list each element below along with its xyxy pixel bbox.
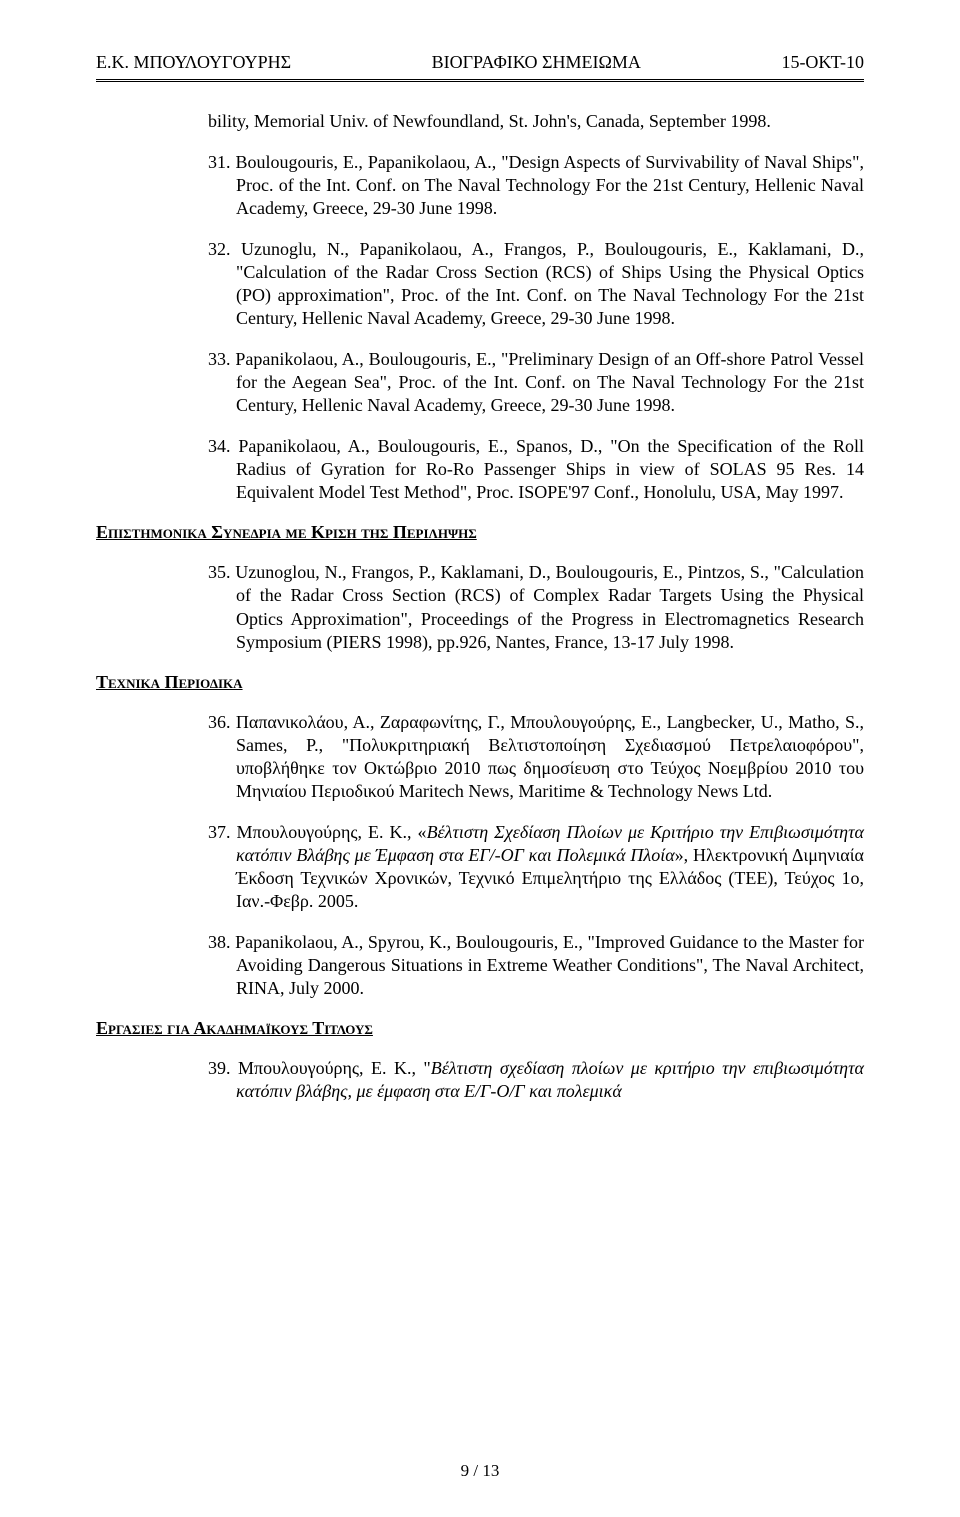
page-number: 9 / 13: [0, 1461, 960, 1481]
lead-fragment: bility, Memorial Univ. of Newfoundland, …: [208, 110, 864, 133]
body-content: bility, Memorial Univ. of Newfoundland, …: [96, 110, 864, 504]
ref37-pre: 37. Μπουλουγούρης, Ε. Κ., «: [208, 822, 427, 842]
page-header: Ε.Κ. ΜΠΟΥΛΟΥΓΟΥΡΗΣ ΒΙΟΓΡΑΦΙΚΟ ΣΗΜΕΙΩΜΑ 1…: [96, 52, 864, 73]
header-rule: [96, 79, 864, 82]
reference-36: 36. Παπανικολάου, Α., Ζαραφωνίτης, Γ., Μ…: [208, 711, 864, 803]
conferences-content: 35. Uzunoglou, N., Frangos, P., Kaklaman…: [96, 561, 864, 653]
reference-32: 32. Uzunoglu, N., Papanikolaou, A., Fran…: [208, 238, 864, 330]
page: Ε.Κ. ΜΠΟΥΛΟΥΓΟΥΡΗΣ ΒΙΟΓΡΑΦΙΚΟ ΣΗΜΕΙΩΜΑ 1…: [0, 0, 960, 1517]
section-conferences: Επιστημονικα Συνεδρια με Κριση της Περιλ…: [96, 522, 864, 543]
reference-38: 38. Papanikolaou, A., Spyrou, K., Boulou…: [208, 931, 864, 1000]
section-journals: Τεχνικα Περιοδικα: [96, 672, 864, 693]
reference-35: 35. Uzunoglou, N., Frangos, P., Kaklaman…: [208, 561, 864, 653]
ref39-pre: 39. Μπουλουγούρης, Ε. Κ., ": [208, 1058, 431, 1078]
reference-34: 34. Papanikolaou, A., Boulougouris, E., …: [208, 435, 864, 504]
reference-39: 39. Μπουλουγούρης, Ε. Κ., "Βέλτιστη σχεδ…: [208, 1057, 864, 1103]
reference-37: 37. Μπουλουγούρης, Ε. Κ., «Βέλτιστη Σχεδ…: [208, 821, 864, 913]
header-right: 15-ΟΚΤ-10: [781, 52, 864, 73]
reference-33: 33. Papanikolaou, A., Boulougouris, E., …: [208, 348, 864, 417]
reference-31: 31. Boulougouris, E., Papanikolaou, A., …: [208, 151, 864, 220]
section-academic-titles: Εργασιες για Ακαδημαϊκους Τιτλους: [96, 1018, 864, 1039]
header-left: Ε.Κ. ΜΠΟΥΛΟΥΓΟΥΡΗΣ: [96, 52, 291, 73]
academic-content: 39. Μπουλουγούρης, Ε. Κ., "Βέλτιστη σχεδ…: [96, 1057, 864, 1103]
journals-content: 36. Παπανικολάου, Α., Ζαραφωνίτης, Γ., Μ…: [96, 711, 864, 1000]
header-center: ΒΙΟΓΡΑΦΙΚΟ ΣΗΜΕΙΩΜΑ: [432, 52, 641, 73]
